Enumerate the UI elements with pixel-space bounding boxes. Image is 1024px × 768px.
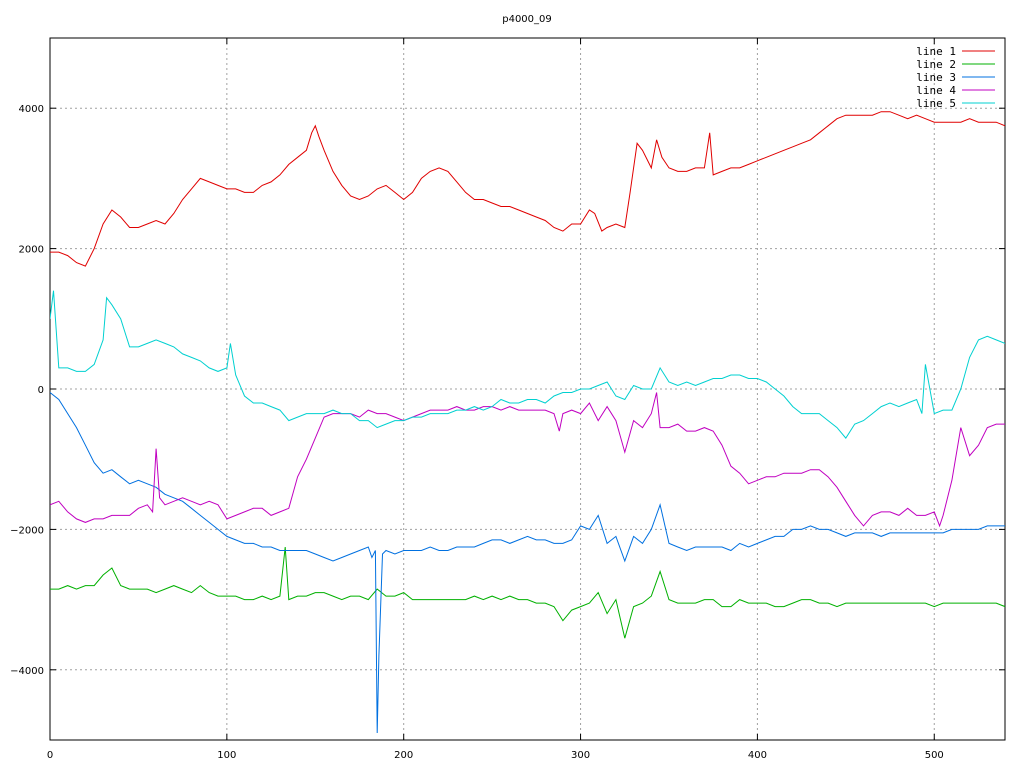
x-tick-label: 300 [571, 750, 590, 761]
y-tick-label: 2000 [19, 245, 44, 256]
y-tick-label: 4000 [19, 104, 44, 115]
chart-title: p4000_09 [502, 14, 552, 25]
y-tick-label: −4000 [10, 666, 44, 677]
legend-label-1: line 1 [916, 45, 956, 58]
x-tick-label: 500 [925, 750, 944, 761]
legend-label-3: line 3 [916, 71, 956, 84]
legend-label-5: line 5 [916, 97, 956, 110]
axis-ticks: 0 100 200 300 400 500 −4000 −2000 0 2000 4000 [10, 38, 1005, 761]
series-line-2 [50, 546, 1005, 639]
x-tick-label: 400 [748, 750, 767, 761]
legend-label-2: line 2 [916, 58, 956, 71]
series-line-1 [50, 111, 1005, 267]
series-line-3 [50, 392, 1005, 734]
legend-label-4: line 4 [916, 84, 956, 97]
x-tick-label: 0 [47, 750, 53, 761]
series-line-5 [50, 290, 1005, 439]
grid-lines [50, 38, 1005, 740]
x-tick-label: 100 [217, 750, 236, 761]
series-lines [50, 111, 1005, 734]
y-tick-label: −2000 [10, 525, 44, 536]
y-tick-label: 0 [38, 385, 44, 396]
series-line-4 [50, 392, 1005, 528]
x-tick-label: 200 [394, 750, 413, 761]
